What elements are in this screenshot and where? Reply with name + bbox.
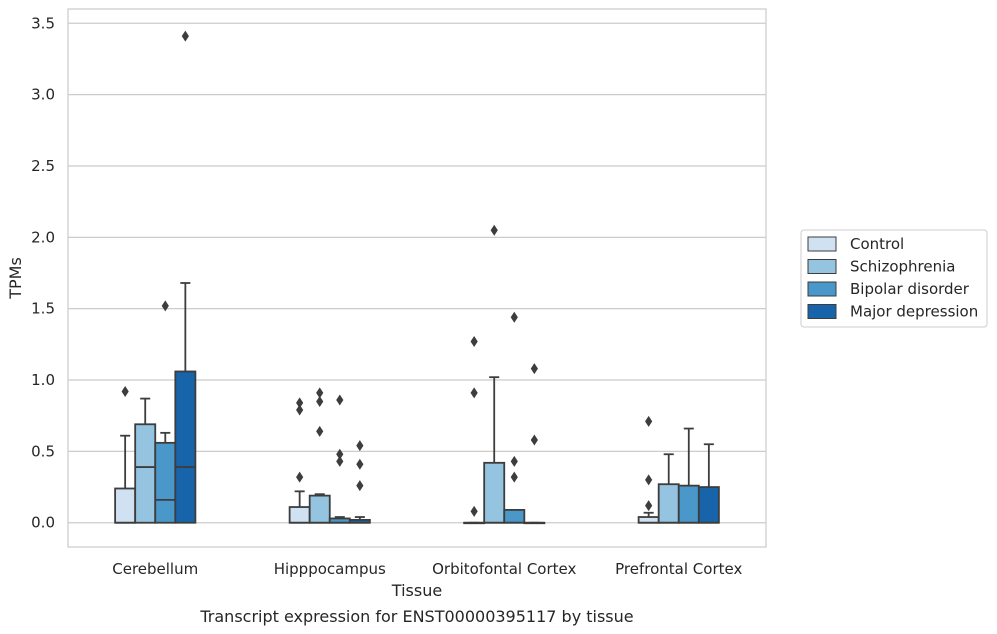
x-tick-label: Cerebellum	[112, 560, 198, 578]
box	[154, 300, 177, 524]
y-tick-label: 2.0	[31, 228, 55, 246]
y-tick-label: 3.5	[31, 14, 55, 32]
box-body	[677, 484, 700, 524]
outlier-point	[356, 480, 364, 492]
outlier-point	[510, 311, 518, 323]
legend-swatch	[807, 281, 837, 297]
outlier-point	[645, 474, 653, 486]
box-body	[134, 423, 157, 524]
x-tick-label: Prefrontal Cortex	[615, 560, 742, 578]
box	[697, 443, 720, 524]
outlier-point	[336, 394, 344, 406]
y-tick-label: 1.0	[31, 371, 55, 389]
box	[174, 30, 197, 524]
outlier-point	[530, 363, 538, 375]
x-tick-labels: Cerebellum Hipppocampus Orbitofontal Corte…	[112, 560, 742, 578]
box-series	[114, 30, 720, 525]
x-tick-label: Hipppocampus	[274, 560, 386, 578]
figure-caption: Transcript expression for ENST0000039511…	[199, 607, 633, 626]
legend-label: Major depression	[850, 303, 978, 321]
outlier-point	[645, 500, 653, 512]
y-tick-label: 1.5	[31, 300, 55, 318]
box-body	[483, 461, 506, 524]
box	[134, 397, 157, 524]
box-body	[288, 506, 311, 524]
legend-label: Control	[850, 235, 904, 253]
outlier-point	[510, 471, 518, 483]
outlier-point	[121, 385, 129, 397]
outlier-point	[356, 458, 364, 470]
box-body	[308, 494, 331, 524]
outlier-point	[645, 415, 653, 427]
legend-swatch	[807, 259, 837, 274]
y-tick-label: 2.5	[31, 157, 55, 175]
outlier-point	[296, 397, 304, 409]
box	[308, 387, 331, 524]
box	[463, 336, 486, 525]
box-body	[154, 441, 177, 524]
outlier-point	[181, 30, 189, 42]
legend-item: Bipolar disorder	[807, 280, 970, 298]
y-tick-label: 0.0	[31, 514, 55, 532]
legend-frame	[800, 229, 988, 328]
legend-item: Control	[807, 235, 904, 253]
box	[483, 224, 506, 524]
outlier-point	[336, 448, 344, 460]
outlier-point	[490, 224, 498, 236]
outlier-point	[161, 300, 169, 312]
legend-swatch	[807, 304, 837, 319]
box-body	[697, 486, 720, 524]
legend: Control Schizophrenia Bipolar disorder Majo…	[800, 229, 988, 328]
box-body	[657, 483, 680, 524]
x-axis-label: Tissue	[391, 581, 442, 600]
outlier-point	[510, 455, 518, 467]
series-major-depression	[174, 30, 720, 525]
outlier-point	[470, 336, 478, 348]
y-axis-label: TPMs	[6, 257, 25, 300]
x-tick-label: Orbitofontal Cortex	[432, 560, 576, 578]
box-body	[114, 487, 137, 524]
box-body	[503, 508, 526, 524]
outlier-point	[316, 425, 324, 437]
legend-label: Bipolar disorder	[850, 280, 970, 298]
outlier-point	[530, 434, 538, 446]
legend-swatch	[807, 236, 837, 252]
box	[328, 394, 351, 524]
outlier-point	[336, 455, 344, 467]
series-schizophrenia	[134, 224, 680, 524]
box	[503, 311, 526, 524]
legend-item: Schizophrenia	[807, 258, 955, 276]
y-tick-labels: 0.0 0.5 1.0 1.5 2.0 2.5 3.0 3.5	[31, 14, 55, 531]
box	[114, 385, 137, 524]
outlier-point	[470, 387, 478, 399]
box	[348, 440, 371, 524]
outlier-point	[356, 440, 364, 452]
box-body	[174, 370, 197, 524]
y-tick-label: 0.5	[31, 442, 55, 460]
outlier-point	[470, 505, 478, 517]
y-tick-label: 3.0	[31, 86, 55, 104]
plot-frame	[67, 8, 767, 548]
legend-item: Major depression	[807, 303, 978, 321]
outlier-point	[296, 471, 304, 483]
series-bipolar-disorder	[154, 300, 700, 524]
outlier-point	[316, 387, 324, 399]
box	[523, 363, 546, 525]
outlier-point	[296, 404, 304, 416]
legend-label: Schizophrenia	[850, 258, 955, 276]
outlier-point	[316, 395, 324, 407]
